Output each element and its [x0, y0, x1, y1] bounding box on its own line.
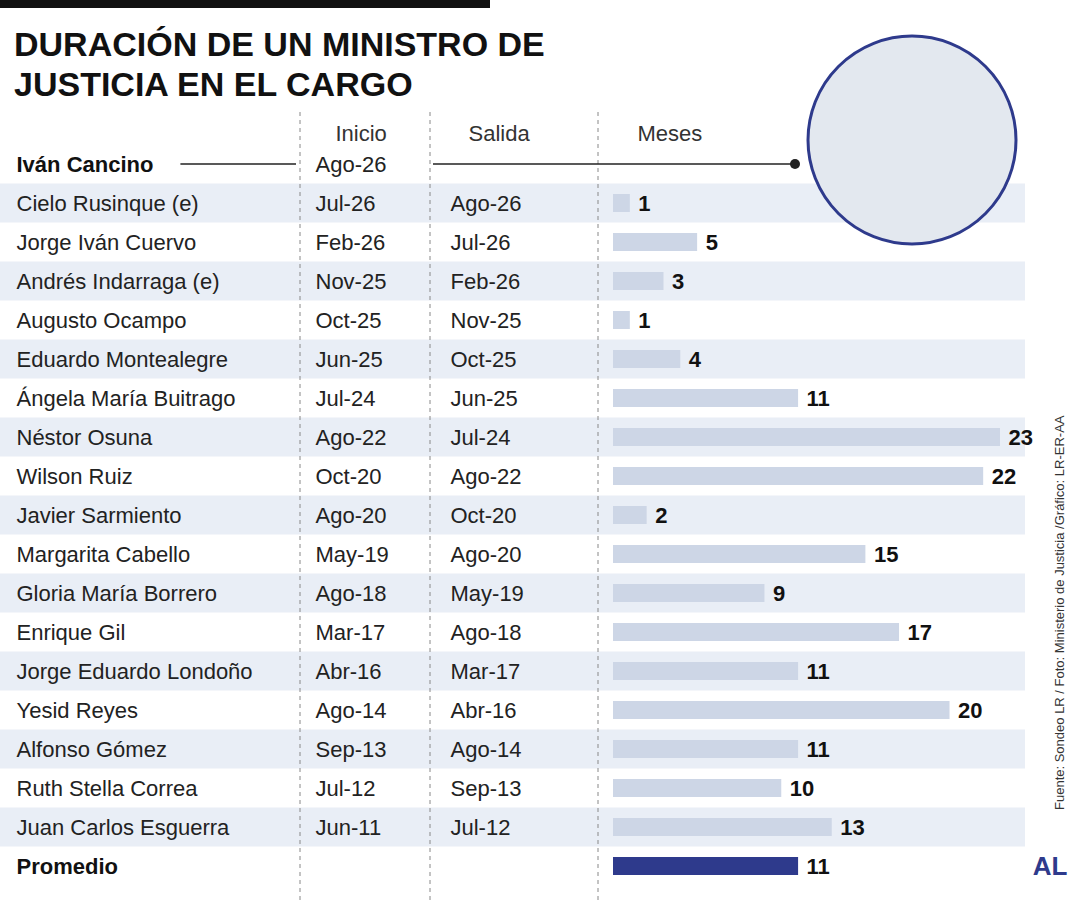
svg-text:Eduardo Montealegre: Eduardo Montealegre [17, 347, 229, 372]
svg-text:Oct-20: Oct-20 [316, 464, 382, 489]
svg-text:Ago-26: Ago-26 [451, 191, 522, 216]
svg-text:Ago-14: Ago-14 [451, 737, 522, 762]
svg-text:13: 13 [840, 815, 864, 840]
svg-text:Oct-25: Oct-25 [451, 347, 517, 372]
svg-text:Jul-12: Jul-12 [316, 776, 376, 801]
svg-text:May-19: May-19 [451, 581, 524, 606]
svg-text:1: 1 [638, 191, 650, 216]
svg-text:AL: AL [1033, 851, 1068, 881]
svg-text:Ago-26: Ago-26 [316, 152, 387, 177]
svg-text:Mar-17: Mar-17 [451, 659, 521, 684]
svg-text:Feb-26: Feb-26 [316, 230, 386, 255]
svg-text:Gloria María Borrero: Gloria María Borrero [17, 581, 218, 606]
svg-text:11: 11 [807, 386, 830, 411]
svg-text:Jun-25: Jun-25 [451, 386, 518, 411]
svg-text:Jorge Eduardo Londoño: Jorge Eduardo Londoño [17, 659, 253, 684]
svg-text:23: 23 [1009, 425, 1033, 450]
svg-text:Jul-26: Jul-26 [451, 230, 511, 255]
svg-text:5: 5 [706, 230, 718, 255]
svg-text:11: 11 [807, 659, 830, 684]
svg-text:Promedio: Promedio [17, 854, 118, 879]
svg-text:Oct-20: Oct-20 [451, 503, 517, 528]
svg-text:Juan Carlos Esguerra: Juan Carlos Esguerra [17, 815, 231, 840]
svg-text:May-19: May-19 [316, 542, 389, 567]
svg-text:Salida: Salida [469, 121, 531, 146]
svg-text:Margarita Cabello: Margarita Cabello [17, 542, 191, 567]
svg-text:Jorge Iván Cuervo: Jorge Iván Cuervo [17, 230, 197, 255]
svg-text:Ago-14: Ago-14 [316, 698, 387, 723]
svg-text:11: 11 [807, 854, 830, 879]
svg-text:Alfonso Gómez: Alfonso Gómez [17, 737, 167, 762]
svg-text:Jul-12: Jul-12 [451, 815, 511, 840]
svg-text:Ángela María Buitrago: Ángela María Buitrago [17, 386, 236, 411]
svg-text:Feb-26: Feb-26 [451, 269, 521, 294]
svg-text:Mar-17: Mar-17 [316, 620, 386, 645]
svg-text:Jun-11: Jun-11 [316, 815, 382, 840]
svg-text:20: 20 [958, 698, 982, 723]
svg-text:Jul-24: Jul-24 [451, 425, 511, 450]
svg-text:Jul-24: Jul-24 [316, 386, 376, 411]
svg-text:Inicio: Inicio [336, 121, 387, 146]
svg-text:Ago-22: Ago-22 [451, 464, 522, 489]
svg-text:2: 2 [655, 503, 667, 528]
svg-text:Ago-20: Ago-20 [316, 503, 387, 528]
svg-text:11: 11 [807, 737, 830, 762]
svg-text:Oct-25: Oct-25 [316, 308, 382, 333]
svg-text:15: 15 [874, 542, 898, 567]
svg-text:Ruth Stella Correa: Ruth Stella Correa [17, 776, 199, 801]
html-text:DURACIÓN DE UN MINISTRO DE JUS: DURACIÓN DE UN MINISTRO DE JUSTICIA EN E… [14, 25, 545, 103]
svg-text:Sep-13: Sep-13 [451, 776, 522, 801]
svg-text:4: 4 [689, 347, 702, 372]
svg-text:3: 3 [672, 269, 684, 294]
svg-text:Jul-26: Jul-26 [316, 191, 376, 216]
svg-text:Néstor Osuna: Néstor Osuna [17, 425, 153, 450]
svg-text:Nov-25: Nov-25 [451, 308, 522, 333]
svg-text:Sep-13: Sep-13 [316, 737, 387, 762]
svg-text:Meses: Meses [638, 121, 703, 146]
svg-text:22: 22 [992, 464, 1016, 489]
svg-text:Iván Cancino: Iván Cancino [17, 152, 154, 177]
svg-text:Abr-16: Abr-16 [316, 659, 382, 684]
svg-text:Abr-16: Abr-16 [451, 698, 517, 723]
svg-text:Wilson Ruiz: Wilson Ruiz [17, 464, 133, 489]
svg-text:Nov-25: Nov-25 [316, 269, 387, 294]
svg-text:Ago-20: Ago-20 [451, 542, 522, 567]
svg-text:Ago-22: Ago-22 [316, 425, 387, 450]
svg-text:Jun-25: Jun-25 [316, 347, 383, 372]
svg-text:9: 9 [773, 581, 785, 606]
svg-text:Andrés Indarraga (e): Andrés Indarraga (e) [17, 269, 220, 294]
svg-text:Yesid Reyes: Yesid Reyes [17, 698, 138, 723]
svg-text:Fuente: Sondeo LR / Foto: Mini: Fuente: Sondeo LR / Foto: Ministerio de … [1052, 415, 1067, 810]
svg-text:Enrique Gil: Enrique Gil [17, 620, 126, 645]
svg-text:1: 1 [638, 308, 650, 333]
svg-text:Javier Sarmiento: Javier Sarmiento [17, 503, 182, 528]
svg-text:Cielo Rusinque (e): Cielo Rusinque (e) [17, 191, 199, 216]
svg-text:Augusto Ocampo: Augusto Ocampo [17, 308, 187, 333]
svg-text:10: 10 [790, 776, 814, 801]
svg-text:Ago-18: Ago-18 [316, 581, 387, 606]
svg-text:Ago-18: Ago-18 [451, 620, 522, 645]
svg-text:17: 17 [908, 620, 932, 645]
